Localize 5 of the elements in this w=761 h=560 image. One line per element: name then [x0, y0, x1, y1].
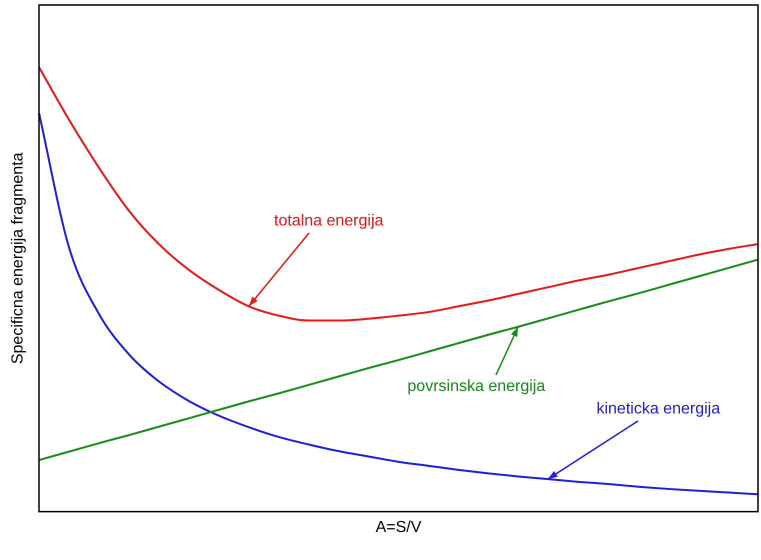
text: kineticka energija [596, 400, 720, 418]
series-label: povrsinska energija [407, 378, 546, 396]
y-axis-title: Specificna energija fragmenta [9, 152, 26, 364]
x-axis-title: A=S/V [376, 519, 422, 536]
text: totalna energija [274, 212, 384, 230]
